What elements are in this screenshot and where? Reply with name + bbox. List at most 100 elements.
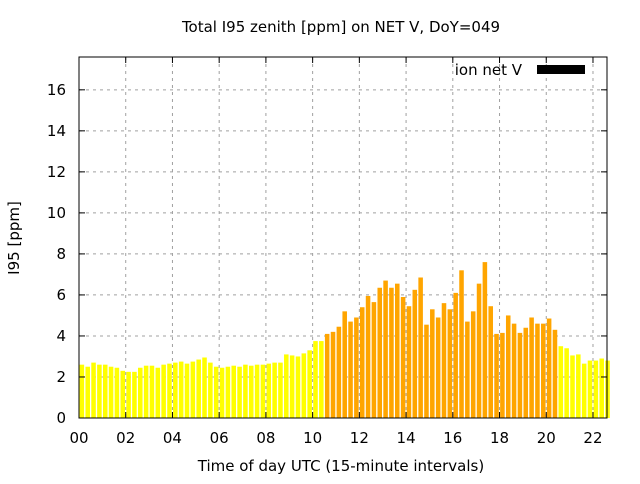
- bar: [85, 366, 90, 418]
- bar: [359, 307, 365, 418]
- bar: [266, 363, 272, 418]
- bar: [336, 326, 342, 418]
- bar: [91, 362, 96, 418]
- bar: [365, 295, 371, 418]
- bar: [260, 364, 266, 418]
- bar: [441, 303, 447, 418]
- x-tick-label: 06: [210, 429, 229, 447]
- bar: [167, 363, 172, 418]
- x-tick-label: 10: [303, 429, 322, 447]
- x-tick-label: 02: [116, 429, 135, 447]
- bar: [470, 311, 476, 418]
- bar: [301, 353, 307, 418]
- bar: [400, 296, 406, 418]
- bar: [500, 332, 505, 418]
- x-tick-label: 22: [583, 429, 602, 447]
- y-axis-label: I95 [ppm]: [5, 201, 23, 275]
- bar: [213, 366, 219, 418]
- bar: [330, 331, 336, 418]
- bar: [324, 333, 330, 418]
- bar: [488, 306, 493, 418]
- bar: [225, 366, 231, 418]
- bar: [412, 289, 418, 418]
- bar: [248, 365, 254, 418]
- bar: [435, 317, 441, 418]
- bar: [505, 315, 511, 418]
- bar: [517, 332, 523, 418]
- x-tick-label: 20: [537, 429, 556, 447]
- bar: [108, 366, 114, 418]
- bar: [389, 287, 394, 418]
- bar: [482, 262, 488, 418]
- bar: [272, 362, 277, 418]
- bar: [576, 354, 581, 418]
- bar: [541, 323, 546, 418]
- bar: [132, 371, 137, 418]
- x-tick-label: 16: [443, 429, 462, 447]
- bar: [558, 346, 564, 418]
- y-tick-label: 14: [47, 122, 66, 140]
- legend-label: ion net V: [455, 61, 523, 79]
- x-tick-label: 00: [69, 429, 88, 447]
- chart-title: Total I95 zenith [ppm] on NET V, DoY=049: [181, 18, 500, 36]
- bar: [371, 302, 377, 418]
- bar: [354, 317, 359, 418]
- bar: [196, 359, 201, 418]
- bar: [126, 371, 131, 418]
- bar: [570, 355, 575, 418]
- bar: [459, 270, 464, 418]
- bar: [494, 333, 499, 418]
- bar: [161, 364, 166, 418]
- bar: [535, 323, 540, 418]
- bar: [202, 357, 207, 418]
- bar: [424, 324, 429, 418]
- x-tick-label: 04: [163, 429, 182, 447]
- y-tick-label: 16: [47, 81, 66, 99]
- bar: [348, 321, 353, 418]
- bar: [219, 367, 225, 418]
- x-tick-label: 18: [490, 429, 509, 447]
- bar: [231, 365, 236, 418]
- y-tick-label: 10: [47, 204, 66, 222]
- bar: [430, 309, 435, 418]
- bar: [313, 341, 318, 418]
- y-tick-label: 12: [47, 163, 66, 181]
- bar: [97, 364, 102, 418]
- bar: [173, 362, 178, 418]
- bar: [511, 323, 517, 418]
- bar: [295, 356, 301, 418]
- bar: [254, 364, 260, 418]
- bar: [143, 365, 149, 418]
- legend-swatch: [537, 65, 585, 74]
- bar: [394, 283, 400, 418]
- y-tick-label: 4: [56, 327, 66, 345]
- bar: [593, 360, 599, 418]
- bars: [79, 262, 610, 418]
- bar: [138, 367, 143, 418]
- bar: [184, 363, 190, 418]
- bar: [319, 341, 324, 418]
- bar: [190, 361, 196, 418]
- x-tick-label: 14: [397, 429, 416, 447]
- y-tick-label: 2: [56, 368, 66, 386]
- bar: [546, 318, 552, 418]
- bar: [79, 364, 85, 418]
- bar: [587, 360, 593, 418]
- bar: [342, 311, 347, 418]
- bar: [465, 321, 470, 418]
- bar: [243, 364, 248, 418]
- y-tick-label: 8: [56, 245, 66, 263]
- bar: [114, 367, 120, 418]
- y-tick-label: 6: [56, 286, 66, 304]
- bar: [383, 280, 388, 418]
- bar: [406, 306, 412, 418]
- y-tick-label: 0: [56, 409, 66, 427]
- x-axis-label: Time of day UTC (15-minute intervals): [197, 457, 484, 475]
- x-tick-label: 12: [350, 429, 369, 447]
- bar: [307, 350, 312, 418]
- bar: [599, 358, 604, 418]
- bar: [178, 361, 184, 418]
- bar: [605, 360, 610, 418]
- bar: [149, 365, 155, 418]
